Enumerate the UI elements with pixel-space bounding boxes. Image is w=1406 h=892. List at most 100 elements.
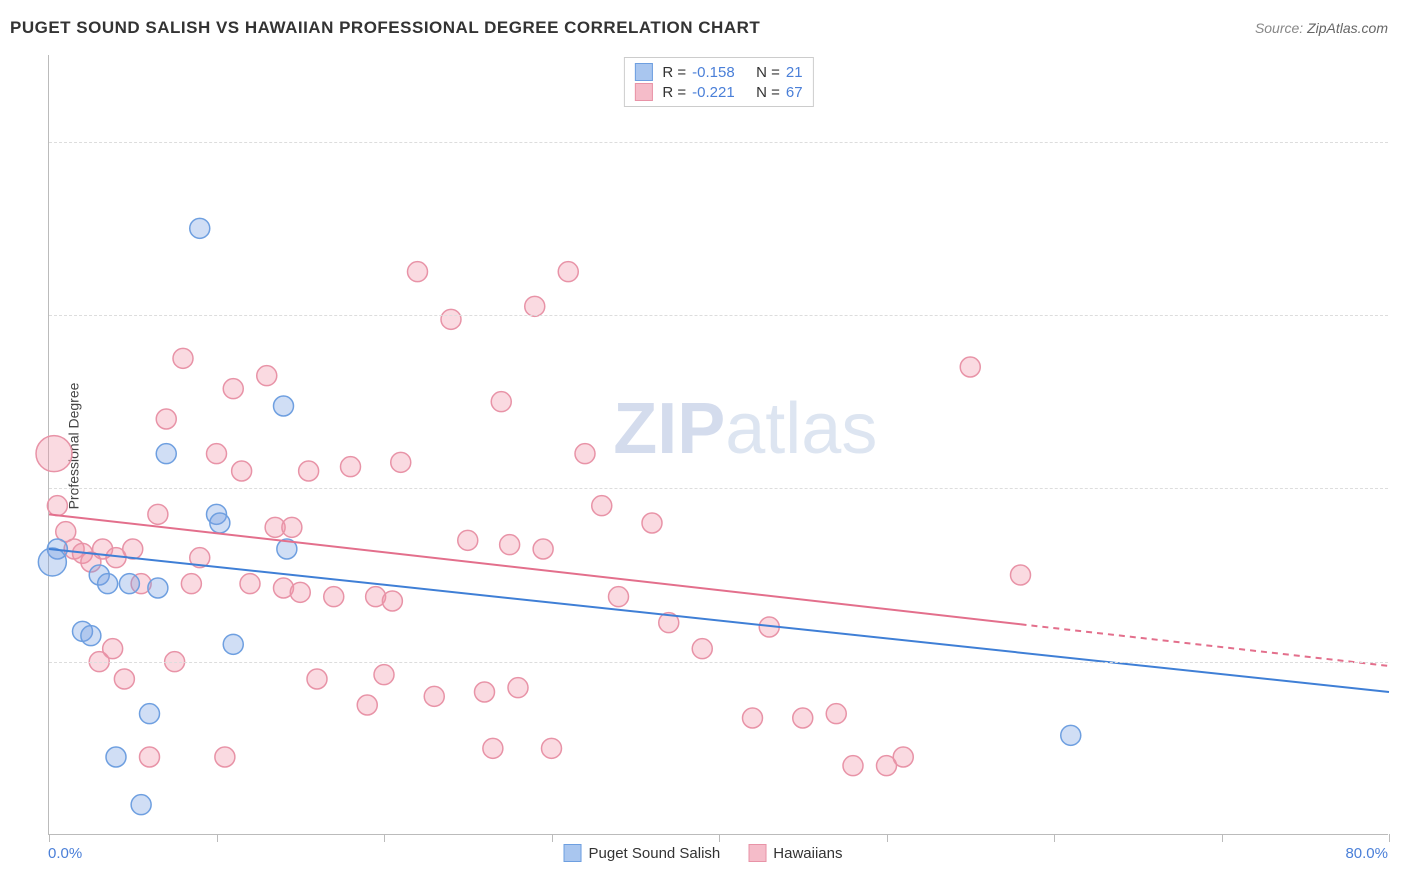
gridline-h [49, 315, 1388, 316]
chart-svg [49, 55, 1388, 834]
data-point [232, 461, 252, 481]
trend-line [49, 514, 1021, 624]
data-point [960, 357, 980, 377]
data-point [692, 639, 712, 659]
data-point [525, 296, 545, 316]
r-value: -0.158 [692, 64, 744, 81]
data-point [140, 747, 160, 767]
data-point [893, 747, 913, 767]
gridline-h [49, 142, 1388, 143]
data-point [475, 682, 495, 702]
data-point [215, 747, 235, 767]
x-tick [49, 834, 50, 842]
data-point [36, 436, 72, 472]
data-point [240, 574, 260, 594]
data-point [38, 548, 66, 576]
x-tick [384, 834, 385, 842]
data-point [114, 669, 134, 689]
data-point [1061, 725, 1081, 745]
data-point [743, 708, 763, 728]
trend-line-extrapolated [1021, 624, 1390, 666]
data-point [81, 626, 101, 646]
data-point [257, 366, 277, 386]
data-point [542, 738, 562, 758]
correlation-legend: R =-0.158N =21R =-0.221N =67 [623, 57, 813, 107]
data-point [207, 444, 227, 464]
x-axis-max-label: 80.0% [1345, 845, 1388, 862]
series-name: Puget Sound Salish [589, 845, 721, 862]
data-point [223, 634, 243, 654]
data-point [173, 348, 193, 368]
data-point [106, 747, 126, 767]
data-point [148, 578, 168, 598]
data-point [441, 309, 461, 329]
data-point [299, 461, 319, 481]
n-label: N = [756, 64, 780, 81]
data-point [843, 756, 863, 776]
data-point [558, 262, 578, 282]
n-value: 21 [786, 64, 803, 81]
data-point [156, 409, 176, 429]
data-point [210, 513, 230, 533]
data-point [826, 704, 846, 724]
data-point [140, 704, 160, 724]
correlation-legend-row: R =-0.221N =67 [634, 82, 802, 102]
legend-swatch [634, 63, 652, 81]
data-point [408, 262, 428, 282]
x-tick [887, 834, 888, 842]
legend-swatch [634, 83, 652, 101]
data-point [642, 513, 662, 533]
data-point [483, 738, 503, 758]
data-point [793, 708, 813, 728]
plot-area: R =-0.158N =21R =-0.221N =67 ZIPatlas 2.… [48, 55, 1388, 835]
data-point [190, 218, 210, 238]
data-point [341, 457, 361, 477]
data-point [609, 587, 629, 607]
x-tick [217, 834, 218, 842]
data-point [282, 517, 302, 537]
data-point [592, 496, 612, 516]
data-point [131, 795, 151, 815]
series-legend-item: Puget Sound Salish [564, 844, 721, 862]
gridline-h [49, 488, 1388, 489]
data-point [382, 591, 402, 611]
source-attribution: Source: ZipAtlas.com [1255, 20, 1388, 36]
data-point [508, 678, 528, 698]
x-axis-min-label: 0.0% [48, 845, 82, 862]
correlation-legend-row: R = -0.158 N = 21 [634, 62, 802, 82]
data-point [47, 496, 67, 516]
r-label: R = [662, 64, 686, 81]
chart-title: PUGET SOUND SALISH VS HAWAIIAN PROFESSIO… [10, 18, 760, 38]
x-tick [552, 834, 553, 842]
x-tick [1222, 834, 1223, 842]
data-point [533, 539, 553, 559]
n-value: 67 [786, 84, 803, 101]
data-point [290, 582, 310, 602]
gridline-h [49, 662, 1388, 663]
series-name: Hawaiians [773, 845, 842, 862]
data-point [181, 574, 201, 594]
data-point [391, 452, 411, 472]
x-tick [1054, 834, 1055, 842]
data-point [424, 686, 444, 706]
r-label: R = [662, 84, 686, 101]
data-point [274, 396, 294, 416]
series-legend: Puget Sound Salish Hawaiians [564, 844, 843, 862]
data-point [103, 639, 123, 659]
data-point [500, 535, 520, 555]
data-point [374, 665, 394, 685]
data-point [123, 539, 143, 559]
x-tick [1389, 834, 1390, 842]
data-point [458, 530, 478, 550]
legend-swatch [748, 844, 766, 862]
n-label: N = [756, 84, 780, 101]
legend-swatch [564, 844, 582, 862]
data-point [307, 669, 327, 689]
data-point [491, 392, 511, 412]
x-tick [719, 834, 720, 842]
data-point [1011, 565, 1031, 585]
data-point [148, 504, 168, 524]
data-point [575, 444, 595, 464]
data-point [156, 444, 176, 464]
data-point [98, 574, 118, 594]
